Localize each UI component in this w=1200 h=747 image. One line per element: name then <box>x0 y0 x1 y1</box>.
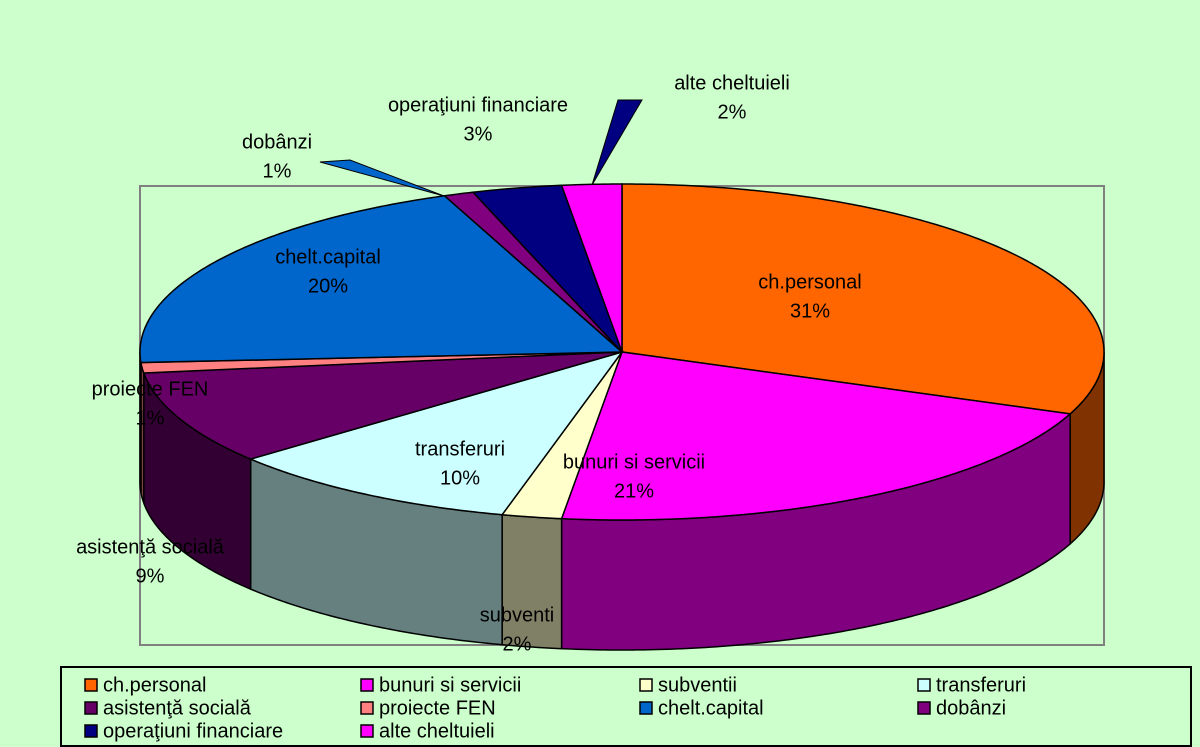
legend-swatch <box>84 724 98 738</box>
legend-swatch <box>84 678 98 692</box>
legend-items: ch.personal bunuri si servicii subventii tr… <box>84 674 1026 742</box>
slice-label: alte cheltuieli <box>674 72 790 94</box>
slice-value-label: 21% <box>614 480 654 502</box>
slice-label: subventi <box>480 604 555 626</box>
slice-label: bunuri si servicii <box>563 451 705 473</box>
slice-label: ch.personal <box>758 271 861 293</box>
legend-label: asistenţă socială <box>103 697 252 719</box>
leader <box>319 159 445 197</box>
slice-value-label: 20% <box>308 275 348 297</box>
slice-label: transferuri <box>415 438 505 460</box>
slice-value-label: 10% <box>440 467 480 489</box>
slice-label: asistenţă socială <box>76 536 225 558</box>
slice-label: proiecte FEN <box>92 378 209 400</box>
slice-label: operaţiuni financiare <box>388 94 568 116</box>
slice <box>442 191 623 353</box>
legend-swatch <box>917 701 931 715</box>
leader <box>591 99 643 186</box>
slice-labels: ch.personal 31% bunuri si servicii 21% subve… <box>76 72 862 655</box>
legend <box>60 666 1192 747</box>
legend-label: chelt.capital <box>658 697 764 719</box>
legend-swatch <box>639 701 653 715</box>
legend-swatch <box>639 678 653 692</box>
slice-value-label: 1% <box>136 407 165 429</box>
pie-sides <box>139 351 1105 651</box>
legend-swatch <box>360 678 374 692</box>
slice <box>471 184 623 353</box>
slice-label: dobânzi <box>242 131 312 153</box>
legend-label: ch.personal <box>103 674 206 696</box>
slice-value-label: 1% <box>263 160 292 182</box>
legend-swatch <box>84 701 98 715</box>
legend-label: operaţiuni financiare <box>103 720 283 742</box>
legend-swatch <box>360 724 374 738</box>
slice <box>248 350 624 516</box>
legend-swatch <box>360 701 374 715</box>
slice <box>142 351 623 460</box>
legend-label: dobânzi <box>936 697 1006 719</box>
legend-label: transferuri <box>936 674 1026 696</box>
slice-value-label: 3% <box>464 123 493 145</box>
legend-label: proiecte FEN <box>379 697 496 719</box>
slice <box>560 351 1072 521</box>
slice <box>140 351 623 374</box>
pie-tops <box>139 183 1105 521</box>
slice-value-label: 31% <box>790 300 830 322</box>
slice-value-label: 2% <box>718 101 747 123</box>
legend-swatch <box>917 678 931 692</box>
legend-label: bunuri si servicii <box>379 674 521 696</box>
slice-value-label: 9% <box>136 565 165 587</box>
slice-value-label: 2% <box>503 633 532 655</box>
slice <box>139 195 624 364</box>
slice-label: chelt.capital <box>275 246 381 268</box>
slice <box>621 183 1105 415</box>
slice-side <box>501 513 563 650</box>
legend-label: alte cheltuieli <box>379 720 495 742</box>
legend-label: subventii <box>658 674 737 696</box>
